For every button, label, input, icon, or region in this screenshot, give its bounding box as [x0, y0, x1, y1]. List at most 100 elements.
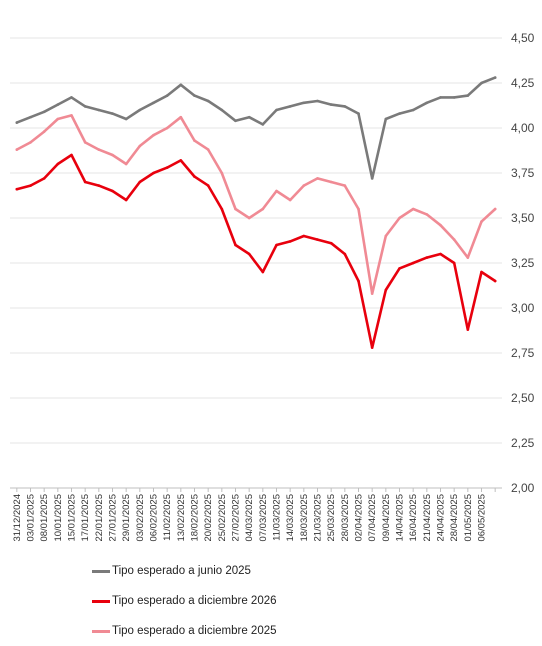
data-point-series-3 [152, 133, 155, 137]
data-point-series-2 [165, 166, 169, 169]
data-point-series-1 [275, 108, 278, 112]
data-point-series-2 [329, 241, 333, 245]
data-point-series-2 [138, 180, 142, 184]
data-point-series-2 [15, 187, 19, 191]
data-point-series-1 [439, 96, 442, 99]
x-tick-label: 06/02/2025 [149, 494, 160, 542]
data-point-series-3 [398, 216, 401, 220]
legend: Tipo esperado a junio 2025 Tipo esperado… [92, 556, 277, 646]
x-tick-label: 29/01/2025 [121, 494, 132, 542]
legend-item-series-2: Tipo esperado a diciembre 2026 [92, 586, 277, 616]
data-point-series-1 [70, 96, 73, 99]
data-point-series-3 [288, 198, 292, 202]
data-point-series-1 [124, 117, 128, 121]
data-point-series-3 [206, 148, 210, 151]
data-point-series-2 [152, 171, 155, 175]
data-point-series-3 [425, 213, 429, 216]
x-tick-label: 07/04/2025 [367, 494, 378, 542]
data-point-series-1 [466, 94, 470, 97]
legend-swatch-series-2 [92, 599, 110, 603]
y-tick-label: 3,00 [511, 301, 535, 315]
data-point-series-1 [398, 112, 401, 115]
data-point-series-1 [425, 101, 429, 105]
legend-item-series-1: Tipo esperado a junio 2025 [92, 556, 277, 586]
y-tick-label: 3,25 [511, 256, 535, 270]
x-tick-label: 22/01/2025 [94, 494, 105, 542]
data-point-series-2 [384, 288, 388, 292]
data-point-series-2 [316, 238, 319, 241]
data-point-series-1 [29, 115, 32, 119]
data-point-series-1 [493, 76, 497, 79]
data-point-series-1 [343, 105, 347, 108]
x-tick-label: 21/04/2025 [422, 494, 433, 542]
x-tick-label: 14/03/2025 [285, 494, 296, 542]
data-point-series-2 [247, 252, 251, 256]
data-point-series-3 [220, 171, 224, 175]
data-point-series-3 [493, 207, 497, 211]
x-tick-label: 02/04/2025 [354, 494, 365, 542]
data-point-series-2 [493, 279, 497, 283]
x-tick-label: 21/03/2025 [313, 494, 324, 542]
x-tick-label: 11/02/2025 [162, 494, 173, 541]
x-tick-label: 07/03/2025 [258, 494, 269, 542]
data-point-series-1 [411, 108, 415, 112]
x-axis [10, 487, 502, 492]
data-point-series-1 [384, 117, 388, 121]
y-tick-label: 4,50 [511, 31, 535, 45]
data-point-series-2 [83, 180, 87, 184]
data-point-series-3 [165, 126, 169, 130]
data-point-series-1 [247, 115, 251, 119]
x-tick-label: 10/01/2025 [53, 494, 64, 542]
data-point-series-3 [56, 117, 60, 121]
data-point-series-2 [70, 153, 73, 157]
y-tick-label: 4,00 [511, 121, 535, 135]
data-point-series-3 [439, 223, 442, 227]
x-tick-label: 08/01/2025 [39, 494, 50, 542]
data-point-series-3 [261, 207, 265, 211]
data-point-series-3 [343, 184, 347, 187]
data-point-series-1 [261, 123, 265, 126]
data-point-series-1 [220, 108, 224, 112]
data-point-series-2 [261, 270, 265, 274]
data-point-series-1 [329, 103, 333, 106]
legend-swatch-series-3 [92, 629, 110, 633]
data-point-series-3 [234, 207, 237, 211]
data-point-series-3 [316, 177, 319, 180]
data-point-series-2 [452, 261, 456, 265]
data-point-series-1 [452, 96, 456, 99]
x-tick-label: 25/02/2025 [217, 494, 228, 542]
data-point-series-1 [288, 105, 292, 108]
data-point-series-2 [179, 159, 183, 162]
x-tick-label: 15/01/2025 [67, 494, 78, 542]
data-point-series-2 [370, 346, 374, 349]
y-tick-label: 2,75 [511, 346, 535, 360]
y-tick-label: 2,50 [511, 391, 535, 405]
data-point-series-3 [97, 148, 101, 151]
x-tick-label: 09/04/2025 [381, 494, 392, 542]
data-point-series-2 [439, 252, 442, 256]
x-tick-label: 31/12/2024 [12, 494, 23, 542]
data-point-series-2 [111, 189, 114, 193]
data-point-series-3 [275, 189, 278, 193]
legend-label-series-2: Tipo esperado a diciembre 2026 [112, 595, 277, 607]
series-line-2 [15, 153, 497, 349]
data-point-series-2 [124, 198, 128, 202]
data-point-series-1 [179, 83, 183, 87]
data-point-series-3 [466, 256, 470, 259]
x-axis-ticks: 31/12/2024 03/01/2025 08/01/2025 10/01/2025… [12, 494, 488, 542]
data-point-series-1 [206, 99, 210, 103]
data-point-series-2 [411, 261, 415, 265]
data-point-series-2 [42, 177, 46, 180]
series-line-3 [15, 114, 497, 295]
x-tick-label: 28/03/2025 [340, 494, 351, 542]
data-point-series-1 [316, 99, 319, 103]
data-point-series-1 [357, 112, 360, 115]
data-point-series-3 [411, 207, 415, 211]
data-point-series-1 [480, 81, 483, 85]
data-point-series-3 [302, 184, 306, 187]
data-point-series-1 [138, 108, 142, 112]
data-point-series-2 [206, 184, 210, 187]
x-tick-label: 14/04/2025 [395, 494, 406, 542]
y-axis-ticks: 4,50 4,25 4,00 3,75 3,50 3,25 3,00 2,75 2,50 2,25… [511, 31, 535, 495]
x-tick-label: 25/03/2025 [326, 494, 337, 542]
